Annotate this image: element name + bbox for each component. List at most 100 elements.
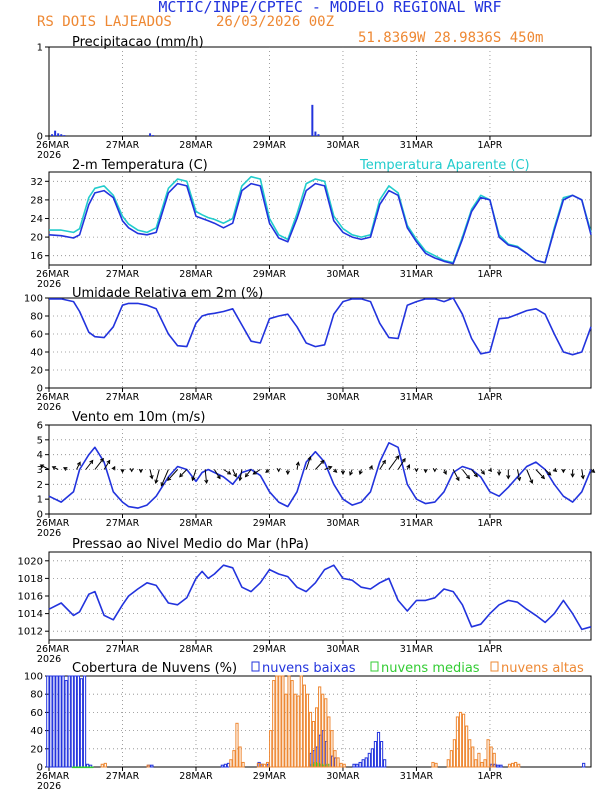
y-tick-label: 5 — [37, 435, 43, 446]
x-tick-label: 29MAR — [253, 269, 287, 280]
y-tick-label: 20 — [30, 744, 43, 755]
cloud-bar-low — [55, 675, 59, 768]
wind-vector-head — [368, 464, 373, 470]
wind-vector — [103, 460, 111, 470]
cloud-bar-high — [241, 761, 245, 768]
cloud-bar-low — [220, 764, 224, 768]
apparent-temp-legend: Temperatura Aparente (C) — [359, 158, 530, 173]
wind-vector-head — [547, 471, 552, 476]
cloud-bar-low — [79, 678, 84, 768]
wind-vector-head — [62, 467, 68, 471]
cloud-bar-high — [333, 750, 337, 768]
y-tick-label: 80 — [30, 312, 43, 323]
cloud-bar-high — [278, 675, 282, 768]
x-tick-label: 29MAR — [253, 518, 287, 529]
series-line — [48, 441, 592, 509]
wind-vector — [517, 469, 521, 481]
x-tick-label: 26MAR — [36, 140, 70, 151]
cloud-bar-low — [76, 675, 81, 768]
cloud-bar-high — [458, 711, 463, 768]
wind-vector — [544, 469, 552, 476]
x-tick-label: 28MAR — [179, 269, 213, 280]
cloud-bar-high — [262, 763, 267, 768]
wind-vector-head — [382, 459, 386, 465]
wind-vector-head — [179, 473, 184, 478]
wind-vector — [461, 469, 470, 479]
y-tick-label: 3 — [37, 465, 43, 476]
wind-vector-head — [191, 476, 196, 482]
precip-bar — [57, 133, 60, 136]
cloud-bar-low — [73, 675, 77, 768]
x-tick-label: 28MAR — [179, 392, 213, 403]
apparent-temperature-line — [49, 175, 592, 264]
wind-vector-head — [570, 473, 575, 478]
wind-vector-head — [497, 471, 502, 476]
series-line — [49, 297, 592, 356]
wind-vector — [388, 455, 400, 470]
x-tick-label: 27MAR — [106, 140, 140, 151]
cloud-bar-high — [275, 675, 279, 768]
wind-vector — [296, 462, 299, 470]
x-tick-label: 27MAR — [106, 269, 140, 280]
wind-vector-head — [89, 459, 94, 465]
cloud-bar-high — [321, 693, 325, 768]
wind-vector-head — [227, 470, 232, 475]
x-tick-label: 1APR — [478, 644, 503, 655]
x-tick-label: 29MAR — [253, 140, 287, 151]
wind-vector-head — [349, 471, 354, 476]
cloud-bar-high — [465, 725, 469, 768]
x-tick-label: 26MAR — [36, 518, 70, 529]
x-tick-label: 30MAR — [326, 140, 360, 151]
wind-vector-head — [473, 473, 478, 478]
x-year-label: 2026 — [37, 528, 61, 539]
cloud-bar-high — [330, 730, 334, 768]
cloud-bar-low — [496, 764, 500, 768]
cloud-bar-high — [235, 722, 239, 768]
x-year-label: 2026 — [37, 279, 61, 290]
wind-vector-head — [328, 465, 333, 470]
cloud-bar-medium — [81, 766, 85, 769]
legend-low-clouds: nuvens baixas — [262, 661, 356, 676]
cloud-bar-low — [376, 731, 381, 768]
cloud-bar-low — [364, 757, 368, 768]
wind-vector-head — [340, 470, 346, 476]
cloud-bar-high — [339, 762, 343, 768]
cloud-bar-high — [308, 711, 313, 768]
wind-vector-head — [233, 473, 237, 478]
x-tick-label: 31MAR — [400, 269, 434, 280]
panel-frame — [48, 46, 592, 137]
cloud-bar-high — [327, 716, 331, 768]
cloud-bar-high — [507, 763, 512, 768]
wind-vector — [160, 469, 169, 486]
x-tick-label: 29MAR — [253, 771, 287, 782]
cloud-bar-high — [474, 759, 478, 768]
wind-vector — [379, 460, 386, 470]
cloud-bar-medium — [74, 766, 79, 769]
x-tick-label: 30MAR — [326, 518, 360, 529]
cloud-bar-low — [499, 764, 503, 768]
wind-vector — [223, 469, 231, 475]
temperature-line — [48, 182, 592, 265]
cloud-bar-low — [67, 675, 71, 768]
cloud-bar-high — [269, 730, 273, 768]
wind-vector-head — [295, 461, 300, 466]
wind-vector-head — [395, 455, 400, 460]
cloud-bar-high — [281, 675, 285, 768]
wind-vector-head — [238, 476, 243, 482]
cloud-bar-high — [471, 746, 475, 768]
cloud-bar-low — [352, 763, 356, 768]
wind-vector-head — [129, 467, 134, 473]
x-tick-label: 28MAR — [179, 771, 213, 782]
wind-vector-head — [76, 461, 81, 466]
wind-vector-head — [590, 468, 596, 473]
wind-vector-head — [561, 468, 566, 474]
wind-vector-head — [552, 467, 558, 472]
x-tick-label: 26MAR — [36, 392, 70, 403]
cloud-bar-high — [229, 759, 233, 768]
wind-vector-head — [406, 464, 411, 469]
cloud-bar-high — [489, 746, 493, 768]
cloud-bar-high — [324, 698, 328, 768]
x-tick-label: 31MAR — [400, 644, 434, 655]
humidity-title: Umidade Relativa em 2m (%) — [72, 286, 263, 301]
